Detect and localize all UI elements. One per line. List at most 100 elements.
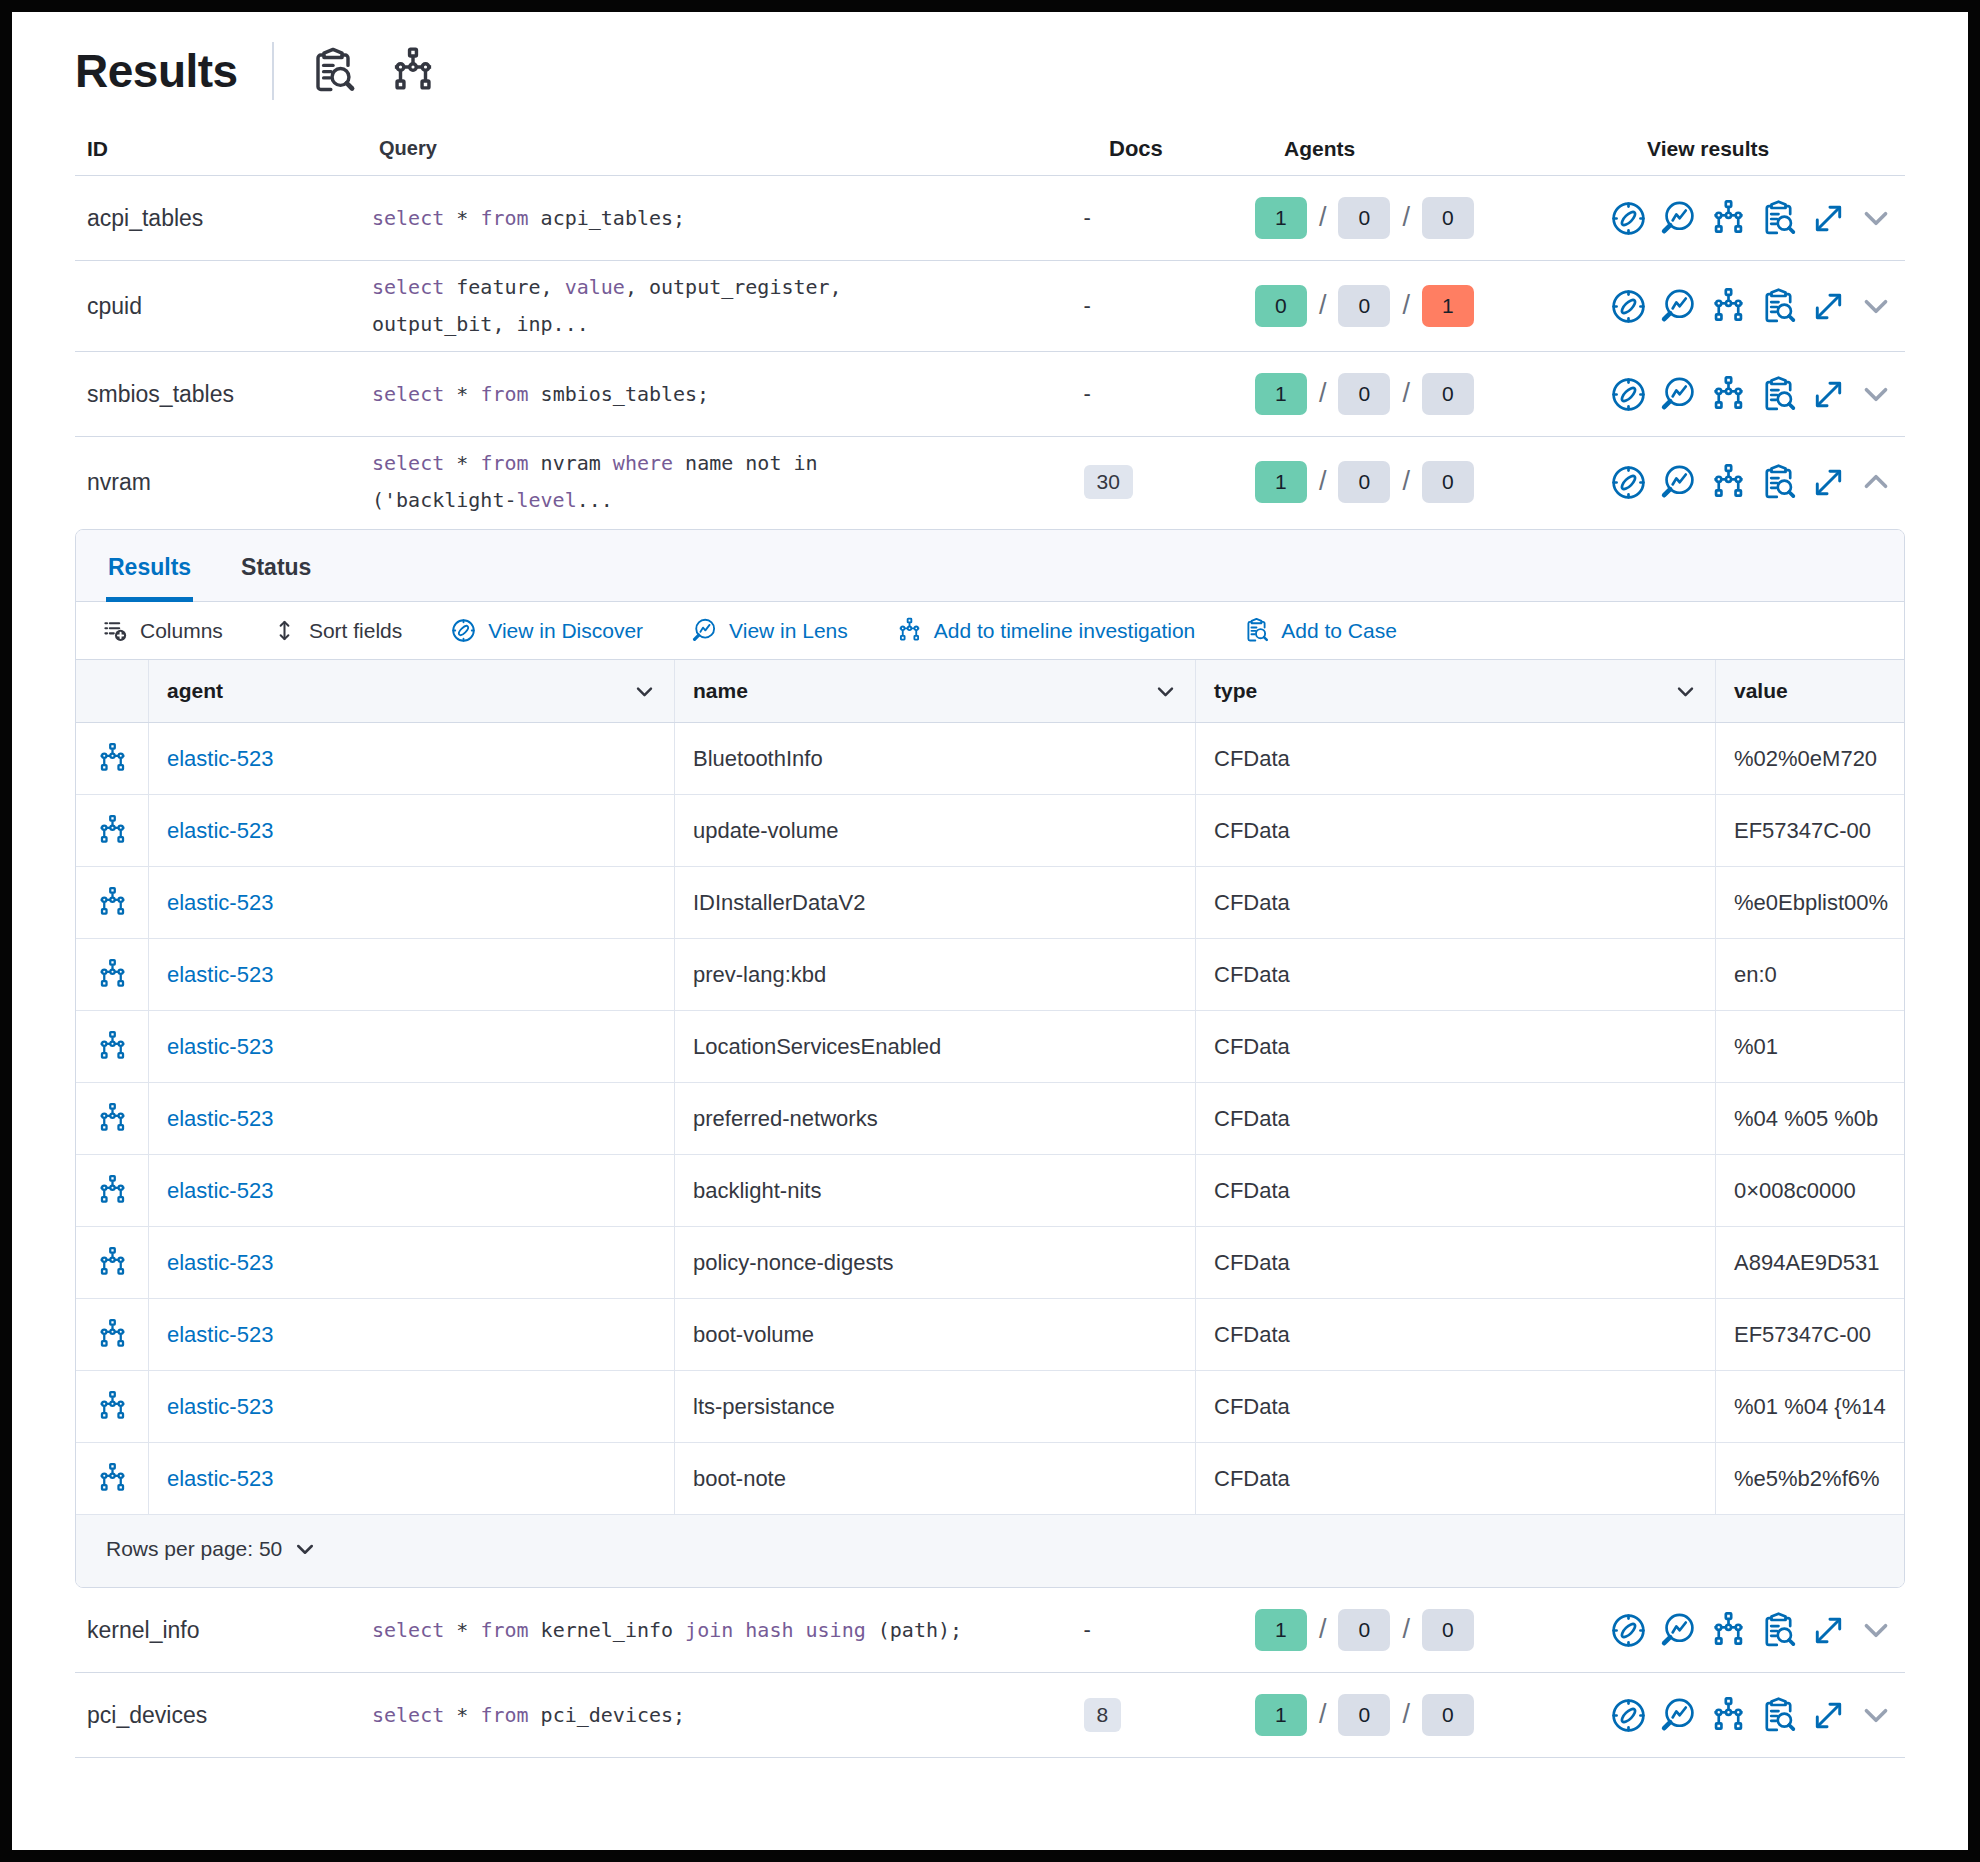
agent-link[interactable]: elastic-523 — [167, 1106, 273, 1132]
add-row-to-timeline-icon[interactable] — [96, 742, 129, 775]
add-row-to-timeline-icon[interactable] — [96, 958, 129, 991]
grid-toolbar: Columns Sort fields View in Discover View i… — [76, 602, 1904, 659]
query-id: kernel_info — [75, 1609, 360, 1652]
view-in-discover-icon[interactable] — [1609, 1696, 1648, 1735]
add-to-timeline-icon[interactable] — [1709, 1696, 1748, 1735]
query-row-nvram: nvram select * from nvram where name not … — [75, 437, 1905, 527]
page-title: Results — [75, 44, 238, 98]
toolbar-label: Columns — [140, 619, 223, 643]
agents-separator: / — [1402, 290, 1410, 321]
cell-agent: elastic-523 — [149, 867, 675, 938]
add-to-case-icon[interactable] — [1759, 199, 1798, 238]
expand-row-icon[interactable] — [1859, 201, 1893, 235]
add-to-timeline-icon[interactable] — [1709, 287, 1748, 326]
view-in-discover-icon[interactable] — [1609, 375, 1648, 414]
expand-icon[interactable] — [1809, 463, 1848, 502]
view-in-lens-icon[interactable] — [1659, 287, 1698, 326]
add-to-case-icon[interactable] — [1759, 1696, 1798, 1735]
agents-badge-green: 1 — [1255, 1694, 1307, 1736]
cell-name: policy-nonce-digests — [675, 1227, 1196, 1298]
view-in-lens-icon[interactable] — [1659, 375, 1698, 414]
cell-name: update-volume — [675, 795, 1196, 866]
query-id: nvram — [75, 461, 360, 504]
view-in-discover-icon[interactable] — [1609, 1611, 1648, 1650]
query-line: select * from nvram where name not in — [372, 445, 1060, 482]
add-to-case-icon[interactable] — [1759, 375, 1798, 414]
add-to-timeline-icon[interactable] — [1709, 463, 1748, 502]
add-to-case-icon[interactable] — [1759, 1611, 1798, 1650]
agent-link[interactable]: elastic-523 — [167, 1322, 273, 1348]
view-in-lens-icon[interactable] — [1659, 1611, 1698, 1650]
expand-icon[interactable] — [1809, 1696, 1848, 1735]
toolbar-columns[interactable]: Columns — [102, 617, 223, 644]
add-row-to-timeline-icon[interactable] — [96, 814, 129, 847]
add-to-case-icon[interactable] — [1759, 287, 1798, 326]
add-row-to-timeline-icon[interactable] — [96, 1030, 129, 1063]
agent-link[interactable]: elastic-523 — [167, 818, 273, 844]
column-header-agent[interactable]: agent — [149, 660, 675, 722]
agents-status: 1/0/0 — [1233, 1601, 1599, 1659]
column-header-value[interactable]: value — [1716, 660, 1904, 722]
add-row-to-timeline-icon[interactable] — [96, 886, 129, 919]
agent-link[interactable]: elastic-523 — [167, 890, 273, 916]
column-header-name[interactable]: name — [675, 660, 1196, 722]
expand-row-icon[interactable] — [1859, 289, 1893, 323]
view-in-lens-icon[interactable] — [1659, 1696, 1698, 1735]
toolbar-add-to-timeline-investigation[interactable]: Add to timeline investigation — [896, 617, 1196, 644]
agent-link[interactable]: elastic-523 — [167, 1250, 273, 1276]
view-in-lens-icon[interactable] — [1659, 199, 1698, 238]
add-row-to-timeline-icon[interactable] — [96, 1102, 129, 1135]
expand-icon[interactable] — [1809, 287, 1848, 326]
agents-badge-gray: 0 — [1338, 373, 1390, 415]
toolbar-add-to-case[interactable]: Add to Case — [1243, 617, 1397, 644]
agent-link[interactable]: elastic-523 — [167, 746, 273, 772]
toolbar-sort-fields[interactable]: Sort fields — [271, 617, 402, 644]
collapse-row-icon[interactable] — [1859, 465, 1893, 499]
add-to-case-icon[interactable] — [1759, 463, 1798, 502]
result-row: elastic-523IDInstallerDataV2CFData%e0Ebp… — [76, 867, 1904, 939]
inspect-icon[interactable] — [308, 46, 358, 96]
add-row-to-timeline-icon[interactable] — [96, 1246, 129, 1279]
query-id: acpi_tables — [75, 197, 360, 240]
view-in-discover-icon[interactable] — [1609, 287, 1648, 326]
tab-results[interactable]: Results — [106, 554, 193, 601]
agent-link[interactable]: elastic-523 — [167, 1466, 273, 1492]
add-row-to-timeline-icon[interactable] — [96, 1462, 129, 1495]
result-row: elastic-523LocationServicesEnabledCFData… — [76, 1011, 1904, 1083]
column-header-type[interactable]: type — [1196, 660, 1716, 722]
agent-link[interactable]: elastic-523 — [167, 1034, 273, 1060]
rows-per-page-button[interactable]: Rows per page: 50 — [106, 1537, 317, 1561]
query-id: pci_devices — [75, 1694, 360, 1737]
expand-icon[interactable] — [1809, 375, 1848, 414]
view-in-discover-icon[interactable] — [1609, 463, 1648, 502]
timeline-icon[interactable] — [388, 46, 438, 96]
expand-row-icon[interactable] — [1859, 1698, 1893, 1732]
add-to-timeline-icon[interactable] — [1709, 199, 1748, 238]
agent-link[interactable]: elastic-523 — [167, 1394, 273, 1420]
agent-link[interactable]: elastic-523 — [167, 962, 273, 988]
agents-badge-gray: 0 — [1338, 197, 1390, 239]
agents-separator: / — [1319, 378, 1327, 409]
expand-row-icon[interactable] — [1859, 1613, 1893, 1647]
toolbar-view-in-discover[interactable]: View in Discover — [450, 617, 643, 644]
expand-icon[interactable] — [1809, 1611, 1848, 1650]
view-in-discover-icon[interactable] — [1609, 199, 1648, 238]
cell-name: boot-note — [675, 1443, 1196, 1514]
query-id: cpuid — [75, 285, 360, 328]
agents-status: 1/0/0 — [1233, 365, 1599, 423]
add-to-timeline-icon[interactable] — [1709, 375, 1748, 414]
add-row-to-timeline-icon[interactable] — [96, 1174, 129, 1207]
tab-status[interactable]: Status — [239, 554, 313, 601]
add-row-to-timeline-icon[interactable] — [96, 1390, 129, 1423]
agents-badge-red: 1 — [1422, 285, 1474, 327]
view-in-lens-icon[interactable] — [1659, 463, 1698, 502]
expand-row-icon[interactable] — [1859, 377, 1893, 411]
add-to-timeline-icon[interactable] — [1709, 1611, 1748, 1650]
toolbar-label: Add to timeline investigation — [934, 619, 1196, 643]
expand-icon[interactable] — [1809, 199, 1848, 238]
toolbar-view-in-lens[interactable]: View in Lens — [691, 617, 848, 644]
cell-name: lts-persistance — [675, 1371, 1196, 1442]
cell-agent: elastic-523 — [149, 1155, 675, 1226]
agent-link[interactable]: elastic-523 — [167, 1178, 273, 1204]
add-row-to-timeline-icon[interactable] — [96, 1318, 129, 1351]
